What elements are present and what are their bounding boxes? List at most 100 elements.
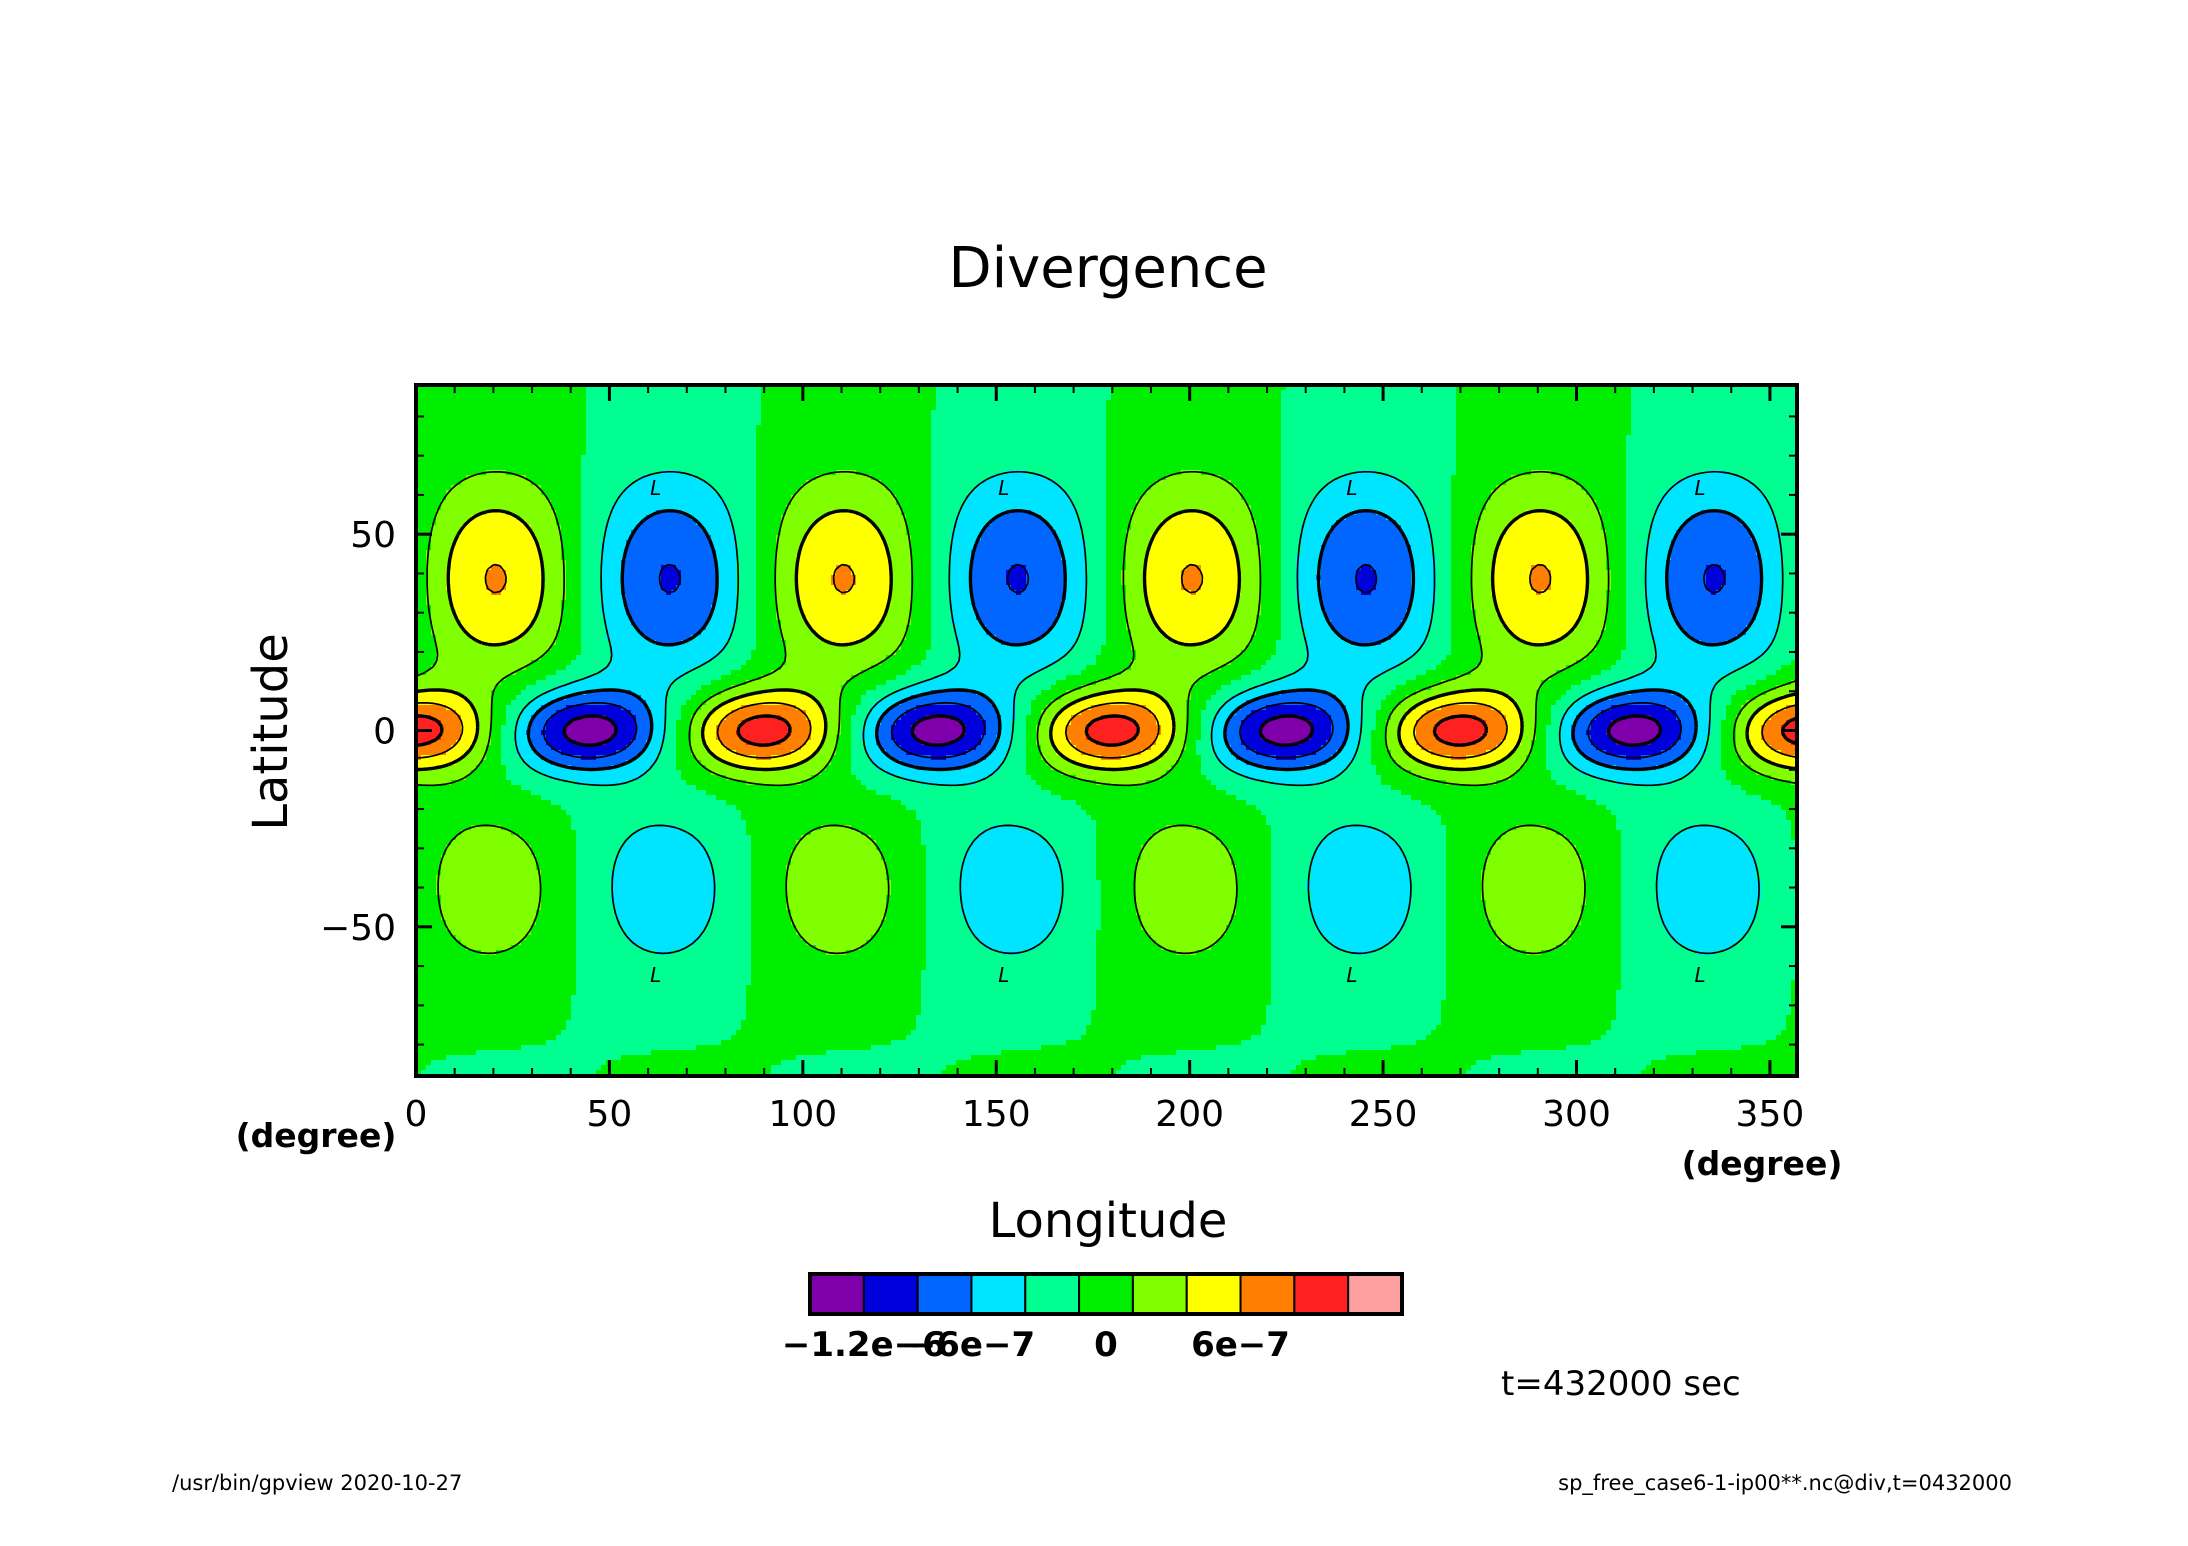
contour-cell (951, 425, 957, 431)
contour-cell (1181, 435, 1187, 441)
contour-cell (1071, 395, 1077, 401)
contour-cell (1206, 400, 1212, 406)
contour-cell (951, 430, 957, 436)
contour-cell (846, 425, 852, 431)
contour-cell (1756, 415, 1762, 421)
contour-cell (856, 420, 862, 426)
contour-cell (1591, 455, 1597, 461)
contour-cell (511, 395, 517, 401)
contour-cell (1546, 385, 1552, 391)
contour-cell (776, 405, 782, 411)
contour-cell (711, 385, 717, 391)
contour-cell (1521, 415, 1527, 421)
contour-cell (911, 445, 917, 451)
contour-cell (696, 400, 702, 406)
contour-cell (621, 425, 627, 431)
contour-cell (911, 430, 917, 436)
contour-cell (1061, 450, 1067, 456)
contour-cell (926, 395, 932, 401)
contour-cell (1231, 405, 1237, 411)
contour-cell (821, 455, 827, 461)
contour-cell (1306, 410, 1312, 416)
contour-cell (951, 415, 957, 421)
contour-cell (1696, 425, 1702, 431)
contour-cell (1501, 430, 1507, 436)
contour-cell (1571, 445, 1577, 451)
contour-cell (891, 420, 897, 426)
contour-cell (1716, 470, 1722, 476)
contour-cell (426, 400, 432, 406)
contour-cell (1016, 430, 1022, 436)
contour-cell (1386, 415, 1392, 421)
contour-cell (926, 415, 932, 421)
contour-cell (966, 390, 972, 396)
contour-cell (526, 395, 532, 401)
contour-cell (1001, 405, 1007, 411)
contour-cell (1496, 415, 1502, 421)
contour-cell (881, 390, 887, 396)
contour-cell (791, 430, 797, 436)
contour-cell (1221, 430, 1227, 436)
contour-cell (1576, 470, 1582, 476)
contour-cell (466, 425, 472, 431)
contour-cell (1501, 455, 1507, 461)
contour-cell (1056, 450, 1062, 456)
contour-cell (1051, 450, 1057, 456)
contour-cell (1681, 420, 1687, 426)
contour-cell (746, 395, 752, 401)
contour-cell (1171, 465, 1177, 471)
contour-cell (476, 435, 482, 441)
contour-cell (1151, 440, 1157, 446)
contour-cell (736, 470, 742, 476)
contour-cell (1516, 420, 1522, 426)
contour-cell (871, 405, 877, 411)
contour-cell (751, 400, 757, 406)
contour-cell (1011, 400, 1017, 406)
contour-cell (996, 460, 1002, 466)
contour-cell (751, 465, 757, 471)
contour-cell (1426, 395, 1432, 401)
contour-cell (656, 465, 662, 471)
contour-cell (481, 445, 487, 451)
contour-cell (1566, 450, 1572, 456)
contour-cell (856, 435, 862, 441)
contour-cell (1171, 400, 1177, 406)
contour-cell (811, 460, 817, 466)
contour-cell (1241, 455, 1247, 461)
contour-cell (1446, 415, 1452, 421)
contour-cell (436, 405, 442, 411)
contour-cell (1211, 415, 1217, 421)
contour-cell (491, 445, 497, 451)
contour-cell (536, 425, 542, 431)
contour-cell (1091, 455, 1097, 461)
contour-cell (716, 455, 722, 461)
contour-cell (1216, 385, 1222, 391)
contour-cell (1196, 430, 1202, 436)
contour-cell (1251, 405, 1257, 411)
contour-cell (986, 400, 992, 406)
contour-cell (731, 470, 737, 476)
contour-cell (466, 430, 472, 436)
contour-cell (1101, 420, 1107, 426)
contour-cell (731, 390, 737, 396)
contour-cell (761, 435, 767, 441)
contour-cell (1001, 420, 1007, 426)
contour-cell (601, 460, 607, 466)
contour-cell (1731, 400, 1737, 406)
contour-cell (1336, 430, 1342, 436)
contour-cell (616, 385, 622, 391)
contour-cell (1521, 385, 1527, 391)
contour-cell (1541, 410, 1547, 416)
contour-cell (796, 410, 802, 416)
contour-cell (1416, 435, 1422, 441)
contour-cell (446, 460, 452, 466)
contour-cell (1706, 425, 1712, 431)
contour-cell (791, 415, 797, 421)
contour-cell (871, 435, 877, 441)
contour-cell (1701, 450, 1707, 456)
contour-cell (1771, 430, 1777, 436)
contour-cell (1296, 470, 1302, 476)
contour-cell (1016, 465, 1022, 471)
contour-cell (921, 425, 927, 431)
contour-cell (1586, 395, 1592, 401)
